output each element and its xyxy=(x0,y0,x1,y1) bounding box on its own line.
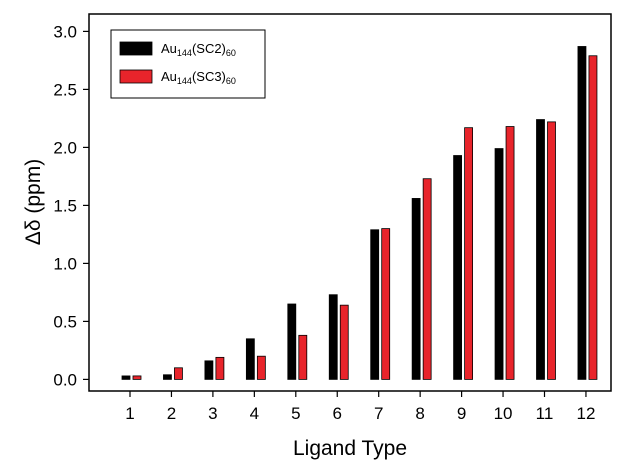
bar-series2-8 xyxy=(422,178,432,380)
y-tick-label: 0.0 xyxy=(53,370,77,389)
bar-series1-4 xyxy=(245,338,255,380)
bar-series1-5 xyxy=(287,303,297,380)
x-axis-title: Ligand Type xyxy=(293,437,407,460)
bar-series1-11 xyxy=(536,119,545,380)
bar-series2-12 xyxy=(588,55,598,380)
y-tick-label: 2.5 xyxy=(53,80,77,99)
x-tick-label: 4 xyxy=(250,404,259,423)
bar-series1-8 xyxy=(411,198,421,380)
bar-series2-3 xyxy=(215,356,225,380)
legend: Au144(SC2)60 Au144(SC3)60 xyxy=(110,29,266,99)
bar-series1-6 xyxy=(328,294,338,380)
bar-series1-7 xyxy=(370,229,380,380)
y-tick-label: 3.0 xyxy=(53,22,77,41)
x-tick-label: 9 xyxy=(457,404,466,423)
bar-series2-4 xyxy=(256,355,266,380)
legend-box xyxy=(110,29,266,99)
x-tick-label: 3 xyxy=(208,404,217,423)
bar-series1-2 xyxy=(163,374,172,380)
bar-series1-3 xyxy=(204,360,214,380)
legend-swatch xyxy=(119,41,153,56)
y-tick-label: 1.5 xyxy=(53,196,77,215)
y-tick-label: 0.5 xyxy=(53,312,77,331)
bar-series2-5 xyxy=(298,334,308,380)
x-tick-label: 8 xyxy=(415,404,424,423)
x-tick-label: 7 xyxy=(374,404,383,423)
bar-series2-11 xyxy=(547,121,556,380)
x-tick-label: 11 xyxy=(536,404,554,423)
legend-label: Au144(SC2)60 xyxy=(161,41,236,58)
legend-swatch xyxy=(119,69,153,84)
x-tick-label: 2 xyxy=(167,404,176,423)
legend-label: Au144(SC3)60 xyxy=(161,69,236,86)
x-tick-label: 6 xyxy=(333,404,342,423)
bar-series1-1 xyxy=(121,375,131,380)
bar-series2-1 xyxy=(132,375,142,380)
y-tick-label: 1.0 xyxy=(53,254,77,273)
x-tick-label: 1 xyxy=(125,404,134,423)
x-tick-label: 10 xyxy=(494,404,513,423)
bar-series2-9 xyxy=(464,127,474,380)
x-tick-label: 5 xyxy=(291,404,300,423)
y-tick-label: 2.0 xyxy=(53,138,77,157)
axis-ticks: 0.00.51.01.52.02.53.01 2 3 4 5 6 7 8 9 10 11 12 xyxy=(53,22,595,423)
plot-frame xyxy=(88,13,612,392)
bar-series1-10 xyxy=(494,148,504,380)
bar-series2-7 xyxy=(381,228,391,380)
bar-series2-2 xyxy=(174,367,183,380)
bars-layer xyxy=(121,46,598,380)
bar-series1-9 xyxy=(453,155,463,380)
bar-series2-6 xyxy=(339,304,349,380)
y-axis-title: Δδ (ppm) xyxy=(22,159,45,245)
x-tick-label: 12 xyxy=(576,404,595,423)
bar-series1-12 xyxy=(577,46,587,380)
bar-series2-10 xyxy=(505,126,515,380)
